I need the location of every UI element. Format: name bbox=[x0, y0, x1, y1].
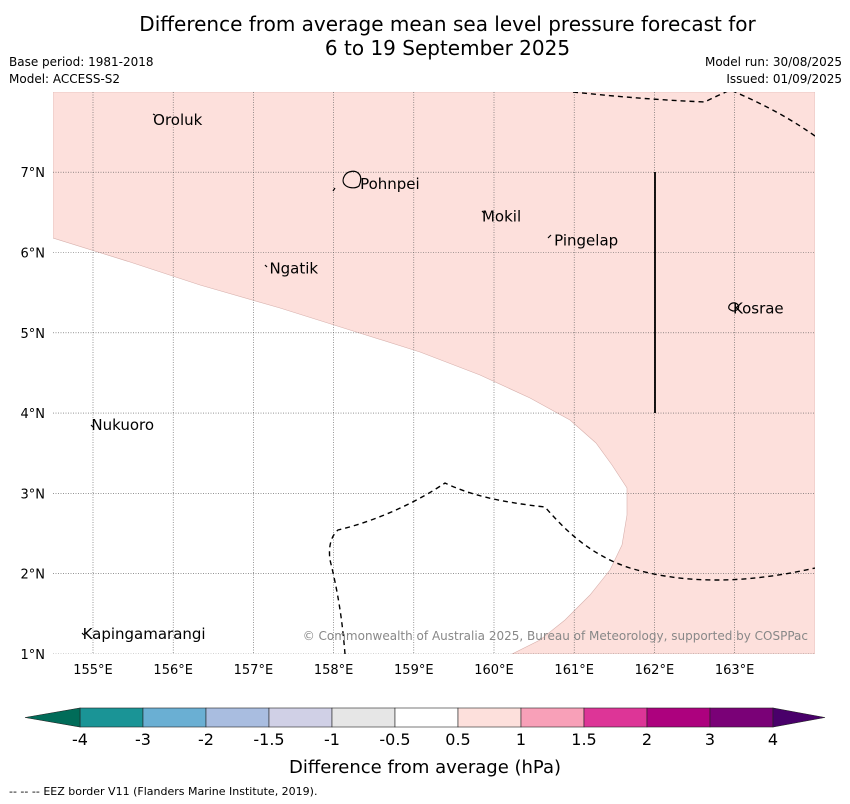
colorbar-extend-high bbox=[772, 707, 826, 728]
place-label-ngatik: Ngatik bbox=[269, 260, 318, 278]
colorbar-tick-label: -0.5 bbox=[379, 730, 410, 749]
kapingamarangi-mark bbox=[81, 632, 85, 636]
footer-legend: -- -- -- EEZ border V11 (Flanders Marine… bbox=[9, 785, 317, 798]
place-label-mokil: Mokil bbox=[482, 207, 521, 225]
eez-borders bbox=[328, 92, 815, 654]
colorbar-tick-label: 1.5 bbox=[571, 730, 596, 749]
lat-tick-label: 6°N bbox=[21, 247, 46, 262]
colorbar-segment bbox=[457, 707, 522, 728]
colorbar-segment bbox=[583, 707, 648, 728]
lon-tick-label: 155°E bbox=[73, 663, 113, 678]
base-period: Base period: 1981-2018 bbox=[9, 55, 154, 69]
colorbar-extend-low bbox=[24, 707, 81, 728]
colorbar-segment bbox=[268, 707, 333, 728]
pohnpei-island-outline bbox=[342, 170, 362, 189]
colorbar-segment bbox=[709, 707, 774, 728]
issued-date: Issued: 01/09/2025 bbox=[726, 72, 842, 86]
colorbar-tick-label: 2 bbox=[642, 730, 652, 749]
lon-tick-label: 157°E bbox=[234, 663, 274, 678]
colorbar-tick-label: 1 bbox=[516, 730, 526, 749]
colorbar-tick-label: 4 bbox=[768, 730, 778, 749]
footer-dash-symbol: -- -- -- bbox=[9, 785, 40, 798]
island-outlines bbox=[81, 113, 740, 636]
pohnpei-reef-mark bbox=[332, 187, 336, 192]
place-label-kosrae: Kosrae bbox=[733, 300, 784, 318]
place-label-oroluk: Oroluk bbox=[153, 111, 202, 129]
oroluk-mark bbox=[152, 113, 156, 116]
colorbar-tick-label: -1 bbox=[324, 730, 340, 749]
colorbar bbox=[24, 707, 826, 728]
eez-border-north bbox=[572, 92, 815, 137]
colorbar-tick-label: -3 bbox=[135, 730, 151, 749]
colorbar-tick-label: -2 bbox=[198, 730, 214, 749]
colorbar-tick-label: 0.5 bbox=[445, 730, 470, 749]
lon-tick-label: 158°E bbox=[314, 663, 354, 678]
colorbar-segment bbox=[79, 707, 144, 728]
meta-left: Base period: 1981-2018 Model: ACCESS-S2 bbox=[9, 54, 154, 88]
colorbar-segment bbox=[646, 707, 711, 728]
lon-tick-label: 160°E bbox=[474, 663, 514, 678]
colorbar-segment bbox=[142, 707, 207, 728]
lon-tick-label: 162°E bbox=[635, 663, 675, 678]
colorbar-tick-label: 3 bbox=[705, 730, 715, 749]
nukuoro-mark bbox=[90, 424, 94, 428]
lon-tick-label: 161°E bbox=[554, 663, 594, 678]
meta-right: Model run: 30/08/2025 Issued: 01/09/2025 bbox=[705, 54, 842, 88]
place-label-pohnpei: Pohnpei bbox=[360, 175, 420, 193]
place-labels: Oroluk Pohnpei Mokil Pingelap Ngatik Kosrae Nu… bbox=[83, 111, 784, 643]
model-name: Model: ACCESS-S2 bbox=[9, 72, 121, 86]
copyright-notice: © Commonwealth of Australia 2025, Bureau… bbox=[303, 629, 808, 643]
lon-tick-label: 159°E bbox=[394, 663, 434, 678]
lat-tick-label: 4°N bbox=[21, 407, 46, 422]
mokil-mark bbox=[481, 210, 485, 214]
colorbar-tick-label: -4 bbox=[72, 730, 88, 749]
place-label-nukuoro: Nukuoro bbox=[91, 416, 154, 434]
colorbar-segment bbox=[331, 707, 396, 728]
model-run: Model run: 30/08/2025 bbox=[704, 55, 842, 69]
title-line-1: Difference from average mean sea level p… bbox=[139, 12, 756, 36]
title-line-2: 6 to 19 September 2025 bbox=[324, 36, 571, 60]
kosrae-island-outline bbox=[728, 302, 740, 312]
footer-legend-text: EEZ border V11 (Flanders Marine Institut… bbox=[43, 785, 318, 798]
map-plot-area: Oroluk Pohnpei Mokil Pingelap Ngatik Kosrae Nu… bbox=[53, 92, 815, 654]
place-label-kapingamarangi: Kapingamarangi bbox=[83, 625, 206, 643]
lat-tick-label: 1°N bbox=[21, 648, 46, 663]
lat-tick-label: 5°N bbox=[21, 327, 46, 342]
colorbar-tick-label: -1.5 bbox=[253, 730, 284, 749]
colorbar-segment bbox=[205, 707, 270, 728]
lat-tick-label: 2°N bbox=[21, 568, 46, 583]
eez-border-south bbox=[328, 482, 815, 654]
lat-tick-label: 7°N bbox=[21, 166, 46, 181]
place-label-pingelap: Pingelap bbox=[554, 231, 618, 249]
ngatik-mark bbox=[264, 264, 268, 268]
longitude-tick-labels: 155°E 156°E 157°E 158°E 159°E 160°E 161°E 162°E… bbox=[73, 663, 754, 678]
lon-tick-label: 163°E bbox=[715, 663, 755, 678]
pingelap-mark bbox=[547, 234, 552, 239]
lat-tick-label: 3°N bbox=[21, 487, 46, 502]
map-title: Difference from average mean sea level p… bbox=[0, 12, 850, 60]
colorbar-tick-labels: -4 -3 -2 -1.5 -1 -0.5 0.5 1 1.5 2 3 4 bbox=[72, 730, 778, 749]
anomaly-fill-region bbox=[53, 92, 815, 654]
lon-tick-label: 156°E bbox=[153, 663, 193, 678]
latitude-tick-labels: 1°N 2°N 3°N 4°N 5°N 6°N 7°N bbox=[21, 166, 46, 663]
colorbar-segment bbox=[520, 707, 585, 728]
colorbar-segment bbox=[394, 707, 459, 728]
colorbar-label: Difference from average (hPa) bbox=[289, 757, 561, 778]
